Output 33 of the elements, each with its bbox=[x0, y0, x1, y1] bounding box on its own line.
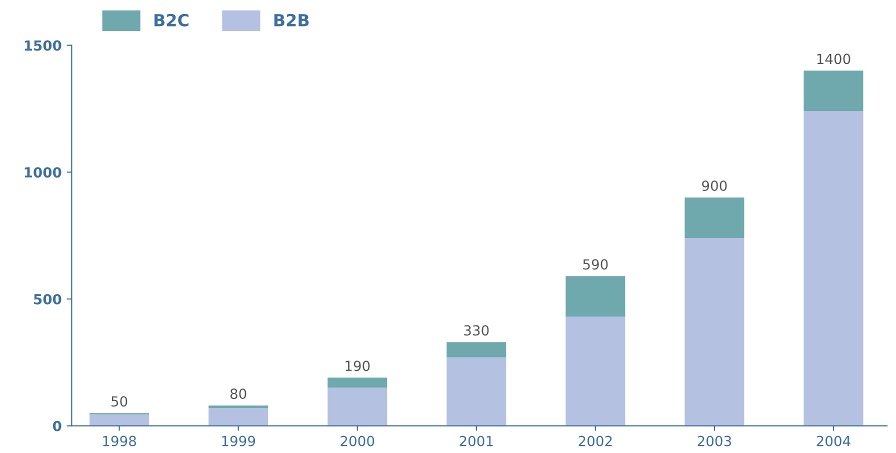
bar bbox=[328, 388, 388, 426]
bar bbox=[446, 357, 506, 426]
x-tick-label: 2004 bbox=[816, 436, 850, 446]
total-label: 1400 bbox=[817, 54, 850, 64]
total-label: 590 bbox=[583, 259, 608, 270]
bar bbox=[804, 111, 864, 426]
legend-label: B2B bbox=[274, 14, 309, 26]
total-label: 190 bbox=[346, 360, 370, 372]
bar bbox=[208, 406, 268, 408]
bar bbox=[684, 198, 744, 238]
x-tick-label: 2003 bbox=[698, 436, 732, 446]
bar bbox=[90, 414, 150, 426]
bar bbox=[684, 238, 744, 426]
y-tick-label: 500 bbox=[34, 294, 62, 304]
bar bbox=[328, 378, 388, 388]
x-tick-label: 1999 bbox=[222, 436, 256, 446]
total-label: 330 bbox=[464, 325, 489, 336]
x-tick-label: 2002 bbox=[578, 436, 612, 446]
bar bbox=[566, 276, 626, 317]
y-tick-label: 1000 bbox=[24, 167, 62, 178]
bar bbox=[208, 408, 268, 426]
legend-label: B2C bbox=[154, 14, 188, 26]
total-label: 900 bbox=[702, 180, 727, 192]
y-tick-label: 1500 bbox=[24, 40, 62, 51]
bar bbox=[804, 70, 864, 112]
x-tick-label: 2000 bbox=[340, 436, 374, 446]
x-tick-label: 2001 bbox=[460, 436, 493, 446]
bar bbox=[566, 316, 626, 426]
total-label: 80 bbox=[230, 388, 246, 400]
x-tick-label: 1998 bbox=[103, 436, 136, 446]
y-tick-label: 0 bbox=[52, 420, 62, 432]
bar bbox=[446, 342, 506, 358]
total-label: 50 bbox=[112, 396, 128, 407]
